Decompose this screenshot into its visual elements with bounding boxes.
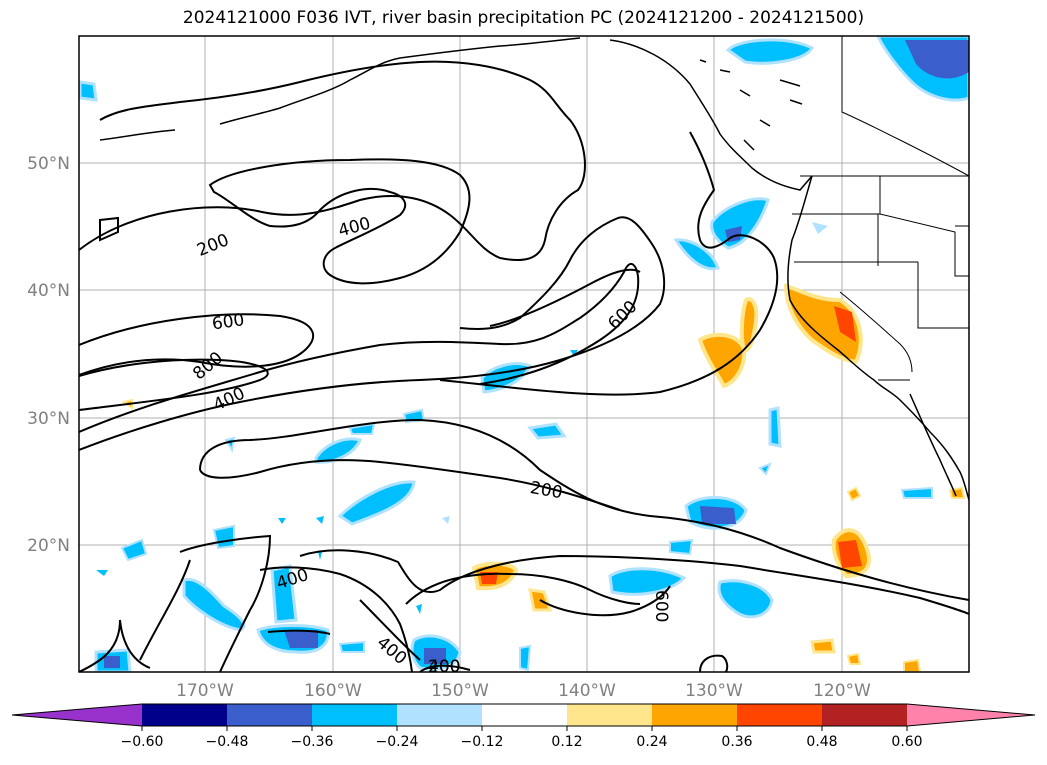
colorbar-tick-label: 0.36 (721, 734, 752, 750)
lon-tick: 170°W (176, 681, 234, 701)
colorbar-segment (142, 704, 227, 726)
colorbar-segment (227, 704, 312, 726)
colorbar-segment (397, 704, 482, 726)
map-border (78, 35, 970, 673)
colorbar-tick-label: −0.48 (206, 734, 249, 750)
contour-label: 600 (211, 310, 246, 334)
lat-tick-labels: 50°N 40°N 30°N 20°N (27, 154, 70, 556)
lon-tick: 130°W (685, 681, 743, 701)
contour-label: 600 (651, 590, 671, 622)
colorbar-tick-label: 0.24 (636, 734, 667, 750)
lon-tick-labels: 170°W 160°W 150°W 140°W 130°W 120°W (176, 681, 871, 701)
colorbar-segment (312, 704, 397, 726)
colorbar-segment (482, 704, 567, 726)
coastlines (99, 37, 969, 501)
lat-tick: 50°N (27, 154, 70, 174)
lon-tick: 140°W (558, 681, 616, 701)
colorbar-tick-label: −0.60 (121, 734, 164, 750)
ivt-contours (79, 60, 969, 672)
lon-tick: 120°W (813, 681, 871, 701)
contour-label: 200 (428, 657, 460, 677)
political-boundaries (792, 36, 969, 381)
lon-tick: 150°W (431, 681, 489, 701)
colorbar-extend-max (907, 704, 1035, 726)
contour-label: 400 (428, 657, 460, 677)
colorbar-segment (822, 704, 907, 726)
colorbar-tick-label: −0.36 (291, 734, 334, 750)
chart-title: 2024121000 F036 IVT, river basin precipi… (182, 8, 865, 28)
colorbar-segment (567, 704, 652, 726)
lon-tick: 160°W (304, 681, 362, 701)
colorbar-tick-label: 0.48 (806, 734, 837, 750)
colorbar-tick-label: 0.12 (551, 734, 582, 750)
lat-tick: 30°N (27, 409, 70, 429)
negative-precip-patches (79, 36, 969, 672)
colorbar-segment (737, 704, 822, 726)
lat-tick: 40°N (27, 281, 70, 301)
colorbar: −0.60 −0.48 −0.36 −0.24 −0.12 0.12 0.24 0.36 0.4… (11, 703, 1036, 750)
colorbar-tick-label: −0.24 (376, 734, 419, 750)
lat-tick: 20°N (27, 536, 70, 556)
colorbar-extend-min (12, 704, 142, 726)
colorbar-tick-label: 0.60 (891, 734, 922, 750)
colorbar-segment (652, 704, 737, 726)
colorbar-tick-label: −0.12 (461, 734, 504, 750)
map-area (79, 36, 969, 672)
